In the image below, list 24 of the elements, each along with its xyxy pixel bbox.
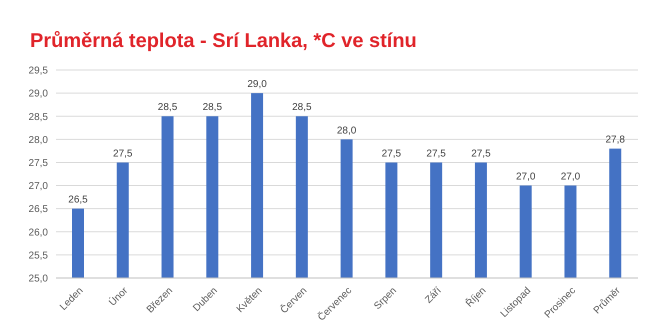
data-label: 29,0: [247, 79, 268, 90]
data-label: 28,0: [336, 125, 357, 136]
y-tick-label: 27,5: [28, 158, 48, 169]
data-label: 27,0: [560, 172, 581, 183]
y-tick-label: 27,0: [28, 181, 48, 192]
y-tick-label: 25,5: [28, 250, 48, 262]
y-tick-label: 29,0: [28, 88, 48, 100]
data-label: 28,5: [158, 102, 178, 114]
y-tick-label: 28,5: [28, 112, 48, 123]
y-tick-label: 26,5: [28, 204, 48, 216]
data-label: 27,8: [605, 134, 626, 146]
data-label: 28,5: [292, 102, 312, 114]
chart-title: Průměrná teplota - Srí Lanka, *C ve stínu: [30, 30, 417, 53]
data-label: 27,0: [516, 172, 536, 183]
data-label: 27,5: [382, 148, 402, 160]
y-tick-label: 29,5: [28, 66, 48, 77]
data-label: 27,5: [426, 148, 446, 160]
y-tick-label: 26,0: [28, 227, 48, 238]
data-label: 27,5: [471, 148, 492, 160]
y-tick-label: 25,0: [28, 274, 48, 285]
data-label: 27,5: [113, 148, 133, 160]
data-label: 28,5: [202, 102, 222, 114]
data-label: 26,5: [68, 194, 88, 206]
y-tick-label: 28,0: [28, 134, 48, 146]
